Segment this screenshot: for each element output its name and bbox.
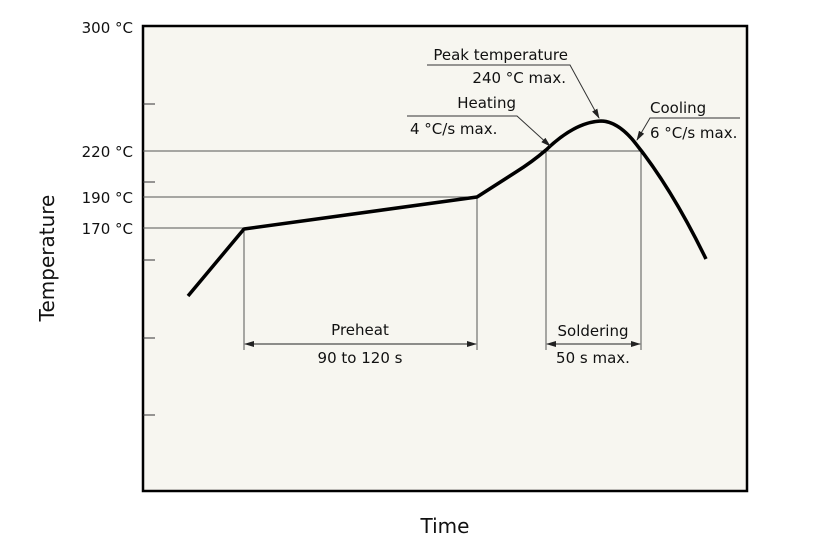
y-tick-190: 190 °C	[82, 189, 133, 207]
soldering-title: Soldering	[558, 322, 629, 340]
y-tick-220: 220 °C	[82, 143, 133, 161]
heating-value: 4 °C/s max.	[410, 120, 497, 138]
y-tick-170: 170 °C	[82, 220, 133, 238]
x-axis-label: Time	[420, 514, 470, 538]
y-tick-300: 300 °C	[82, 19, 133, 37]
plot-area	[141, 24, 749, 493]
soldering-value: 50 s max.	[556, 349, 630, 367]
cooling-title: Cooling	[650, 99, 706, 117]
preheat-value: 90 to 120 s	[318, 349, 403, 367]
y-axis-ticks	[143, 103, 155, 416]
preheat-title: Preheat	[331, 321, 389, 339]
temperature-profile-curve	[186, 119, 708, 298]
peak-value: 240 °C max.	[472, 69, 566, 87]
y-axis-label: Temperature	[35, 195, 59, 323]
leader-lines	[407, 64, 740, 147]
reference-lines	[143, 150, 642, 350]
peak-title: Peak temperature	[433, 46, 568, 64]
cooling-value: 6 °C/s max.	[650, 124, 737, 142]
heating-title: Heating	[457, 94, 516, 112]
